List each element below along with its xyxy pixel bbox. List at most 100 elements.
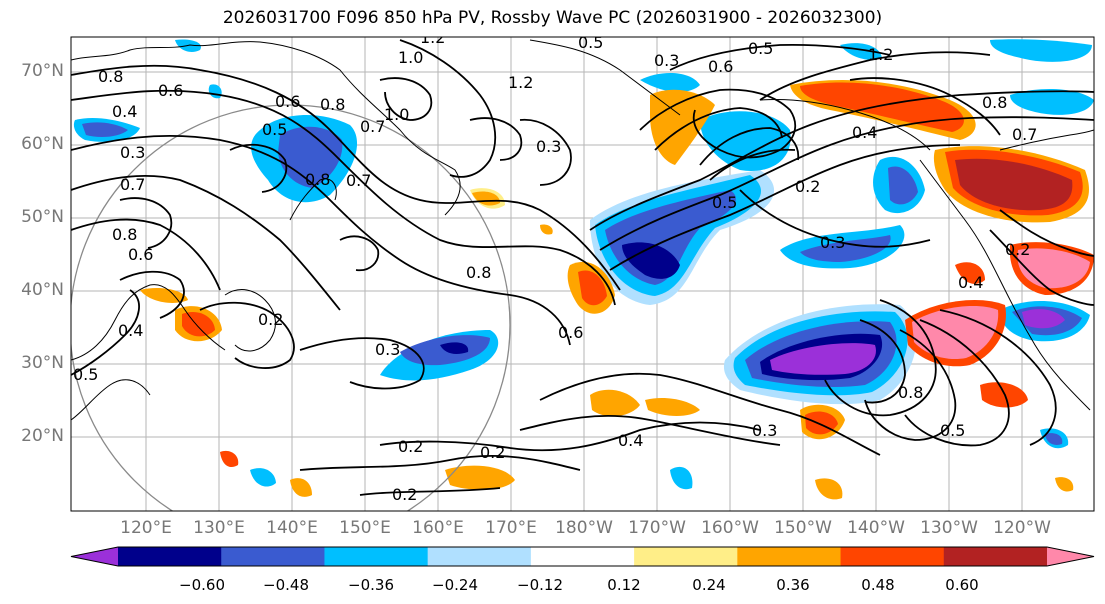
- contour-label: 0.3: [375, 340, 400, 359]
- lat-label: 60°N: [21, 134, 64, 154]
- shade-orange: [1055, 477, 1074, 492]
- contour-label: 0.6: [128, 245, 153, 264]
- contour-label: 0.8: [898, 383, 923, 402]
- lon-label: 180°W: [555, 518, 613, 538]
- shade-orange: [955, 262, 985, 284]
- contour-label: 0.2: [258, 310, 283, 329]
- contour-label: 0.5: [940, 421, 965, 440]
- pv-shading: [73, 39, 1094, 500]
- lon-label: 130°W: [920, 518, 978, 538]
- contour-label: 0.2: [392, 485, 417, 504]
- contour-label: 0.2: [795, 177, 820, 196]
- shade-red: [578, 270, 607, 306]
- colorbar-segment: [118, 547, 222, 566]
- contour-label: 0.3: [536, 137, 561, 156]
- contour-label: 0.8: [305, 170, 330, 189]
- shade-cyan: [670, 466, 693, 490]
- colorbar-segment: [324, 547, 429, 566]
- contour-label: 0.6: [558, 323, 583, 342]
- colorbar-tick-label: 0.48: [861, 576, 895, 594]
- shade-blue: [888, 166, 918, 205]
- contour-label: 1.0: [398, 48, 423, 67]
- lon-label: 120°E: [120, 518, 172, 538]
- shade-cyan: [1010, 88, 1094, 115]
- lat-label: 70°N: [21, 61, 64, 81]
- contour-label: 0.4: [118, 321, 143, 340]
- colorbar-tick-label: 0.60: [945, 576, 979, 594]
- contour-label: 0.2: [1005, 240, 1030, 259]
- contour-label: 0.4: [112, 102, 137, 121]
- contour-label: 0.7: [120, 175, 145, 194]
- shade-navy: [440, 342, 469, 354]
- contour-label: 0.4: [852, 123, 877, 142]
- shade-orange: [445, 465, 515, 490]
- contour-label: 0.7: [360, 117, 385, 136]
- contour-label: 0.6: [158, 81, 183, 100]
- contour-label: 0.8: [466, 263, 491, 282]
- lon-label: 140°W: [847, 518, 905, 538]
- contour-label: 0.5: [262, 120, 287, 139]
- shade-red: [800, 82, 964, 132]
- shade-blue: [278, 126, 343, 188]
- colorbar-tick-label: −0.60: [179, 576, 225, 594]
- contour-label: 0.8: [320, 95, 345, 114]
- shade-orange: [140, 288, 188, 303]
- shade-darkred: [955, 158, 1073, 211]
- shade-blue: [1045, 433, 1063, 445]
- lon-label: 170°W: [628, 518, 686, 538]
- lon-label: 140°E: [266, 518, 318, 538]
- contour-label: 1.0: [384, 105, 409, 124]
- contour-label: 0.3: [120, 143, 145, 162]
- colorbar-tick-label: −0.12: [517, 576, 563, 594]
- lat-label: 20°N: [21, 426, 64, 446]
- colorbar-segment: [530, 547, 635, 566]
- colorbar-segment: [943, 547, 1048, 566]
- contour-label: 0.5: [712, 193, 737, 212]
- colorbar: [70, 546, 1095, 567]
- contour-label: 1.2: [868, 45, 893, 64]
- shade-orange: [590, 389, 640, 417]
- contour-label: 1.2: [508, 73, 533, 92]
- shade-purple: [770, 343, 876, 375]
- contour-label: 0.2: [398, 437, 423, 456]
- map-frame: [70, 36, 1095, 512]
- contour-label: 0.4: [958, 273, 983, 292]
- contour-label: 0.4: [618, 431, 643, 450]
- contour-label: 0.8: [982, 93, 1007, 112]
- shade-orange: [290, 478, 312, 497]
- colorbar-outline: [70, 546, 1095, 567]
- colorbar-tick-label: −0.36: [348, 576, 394, 594]
- lat-label: 30°N: [21, 353, 64, 373]
- shade-blue: [800, 235, 891, 262]
- contour-label: 0.5: [748, 39, 773, 58]
- contour-label: 0.3: [654, 51, 679, 70]
- contour-labels: 1.2 1.0 0.8 0.6 0.4 0.3 0.8 0.7 0.6 0.7 …: [73, 37, 1037, 504]
- contour-label: 0.3: [820, 233, 845, 252]
- contour-label: 0.3: [752, 421, 777, 440]
- colorbar-tick-label: 0.36: [776, 576, 810, 594]
- shade-yellow: [540, 224, 553, 235]
- lon-label: 150°E: [339, 518, 391, 538]
- colorbar-segment: [221, 547, 325, 566]
- contour-label: 0.8: [98, 67, 123, 86]
- contour-label: 0.6: [275, 92, 300, 111]
- lon-label: 130°E: [193, 518, 245, 538]
- shade-cyan: [250, 468, 276, 487]
- colorbar-segment: [737, 547, 842, 566]
- lon-label: 160°W: [701, 518, 759, 538]
- contour-label: 0.5: [73, 365, 98, 384]
- contour-label: 0.6: [708, 57, 733, 76]
- shade-purple: [1022, 309, 1065, 329]
- colorbar-tick-label: 0.24: [692, 576, 726, 594]
- shade-pink: [912, 306, 999, 360]
- colorbar-tick-label: −0.48: [263, 576, 309, 594]
- coastlines: [71, 39, 1094, 421]
- colorbar-tick-label: −0.24: [432, 576, 478, 594]
- lat-label: 40°N: [21, 280, 64, 300]
- shade-cyan: [700, 111, 791, 171]
- lon-label: 120°W: [993, 518, 1051, 538]
- pv-contours: [71, 39, 1094, 496]
- colorbar-extend-min: [71, 547, 118, 566]
- colorbar-extend-max: [1047, 547, 1094, 566]
